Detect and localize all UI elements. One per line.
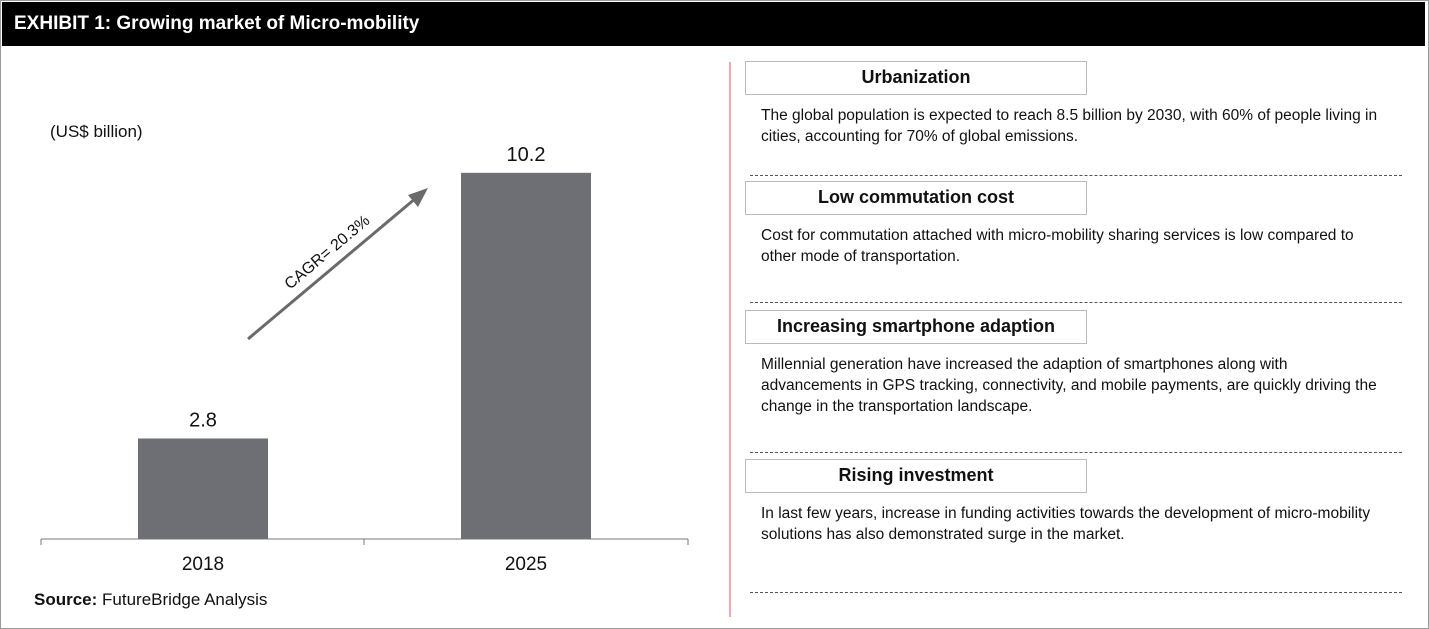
- bar-2025: [461, 172, 591, 539]
- factor-text-rising-investment: In last few years, increase in funding a…: [761, 505, 1371, 543]
- bar-2018: [138, 438, 268, 539]
- unit-label: (US$ billion): [50, 122, 143, 141]
- source-text: FutureBridge Analysis: [102, 590, 268, 609]
- cagr-arrow: [247, 188, 428, 341]
- factor-text-smartphone-adaption: Millennial generation have increased the…: [761, 356, 1377, 415]
- cagr-annotation: CAGR= 20.3%: [282, 212, 374, 293]
- data-label-2025: 10.2: [507, 144, 546, 166]
- factor-separator: [750, 302, 1402, 303]
- factor-text-commutation-cost: Cost for commutation attached with micro…: [761, 227, 1354, 265]
- panel-divider: [729, 62, 731, 617]
- source-label: Source:: [34, 590, 98, 609]
- x-tick-label-2025: 2025: [505, 554, 547, 575]
- factor-title-urbanization: Urbanization: [745, 61, 1087, 95]
- factor-separator: [750, 175, 1402, 176]
- exhibit-title: EXHIBIT 1: Growing market of Micro-mobil…: [2, 2, 1425, 46]
- bar-chart: (US$ billion) 2.8 10.2 2018 2025 CAGR= 20.…: [40, 122, 689, 575]
- factor-separator: [750, 452, 1402, 453]
- data-label-2018: 2.8: [189, 409, 217, 431]
- factor-title-smartphone-adaption: Increasing smartphone adaption: [745, 310, 1087, 344]
- source-note: Source: FutureBridge Analysis: [34, 590, 267, 610]
- factor-title-rising-investment: Rising investment: [745, 459, 1087, 493]
- factor-text-urbanization: The global population is expected to rea…: [761, 107, 1378, 145]
- factor-title-commutation-cost: Low commutation cost: [745, 181, 1087, 215]
- x-tick-label-2018: 2018: [182, 554, 224, 575]
- factor-separator: [750, 592, 1402, 593]
